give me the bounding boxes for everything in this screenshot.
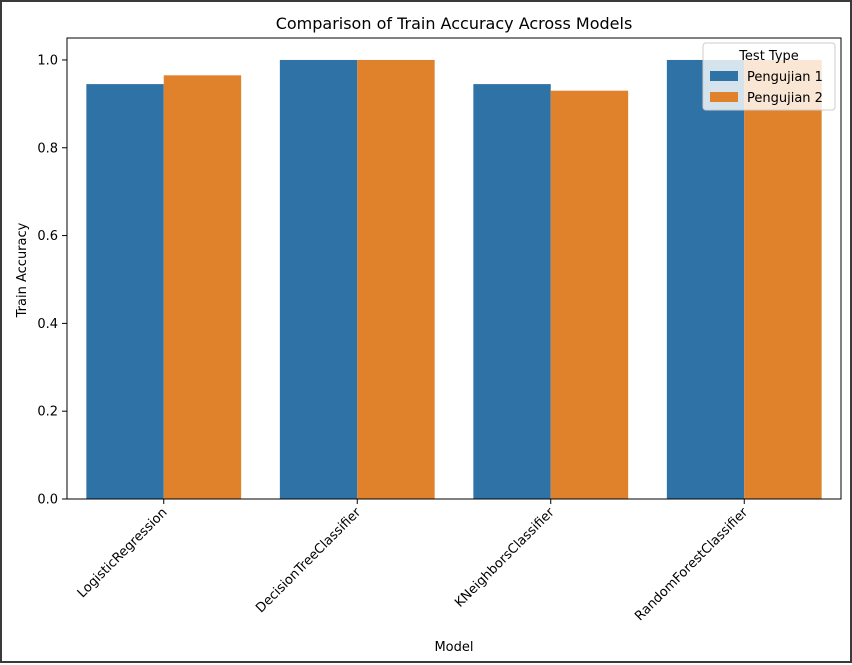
bar-2-logisticregression — [163, 75, 242, 499]
plot-area: 0.0 0.2 0.4 0.6 0.8 1.0 LogisticRegression Deci… — [37, 37, 842, 624]
y-tick-label: 0.2 — [37, 405, 58, 420]
bar-2-decisiontreeclassifier — [357, 59, 435, 499]
y-tick-label: 1.0 — [37, 53, 58, 68]
legend: Test Type Pengujian 1 Pengujian 2 — [702, 42, 836, 111]
bar-2-randomforestclassifier — [744, 59, 822, 499]
y-tick-label: 0.4 — [37, 317, 58, 332]
chart-title: Comparison of Train Accuracy Across Mode… — [276, 14, 633, 33]
legend-swatch-1 — [710, 71, 738, 81]
y-tick-label: 0.0 — [37, 493, 58, 508]
y-tick-label: 0.6 — [37, 229, 58, 244]
legend-label-2: Pengujian 2 — [747, 91, 823, 106]
bar-1-randomforestclassifier — [666, 59, 745, 499]
legend-title: Test Type — [738, 49, 799, 64]
x-tick-label: LogisticRegression — [75, 505, 171, 601]
legend-label-1: Pengujian 1 — [747, 70, 823, 85]
bar-1-logisticregression — [86, 84, 164, 499]
bar-1-decisiontreeclassifier — [279, 59, 358, 499]
y-axis-label: Train Accuracy — [15, 222, 30, 318]
axes-frame — [66, 37, 842, 500]
bar-2-kneighborsclassifier — [550, 90, 629, 499]
bar-1-kneighborsclassifier — [473, 84, 551, 499]
x-tick-label: DecisionTreeClassifier — [253, 505, 364, 616]
legend-swatch-2 — [710, 92, 738, 102]
x-tick-label: KNeighborsClassifier — [452, 505, 558, 611]
y-tick-label: 0.8 — [37, 141, 58, 156]
x-tick-label: RandomForestClassifier — [632, 505, 751, 624]
x-axis-label: Model — [434, 640, 473, 655]
